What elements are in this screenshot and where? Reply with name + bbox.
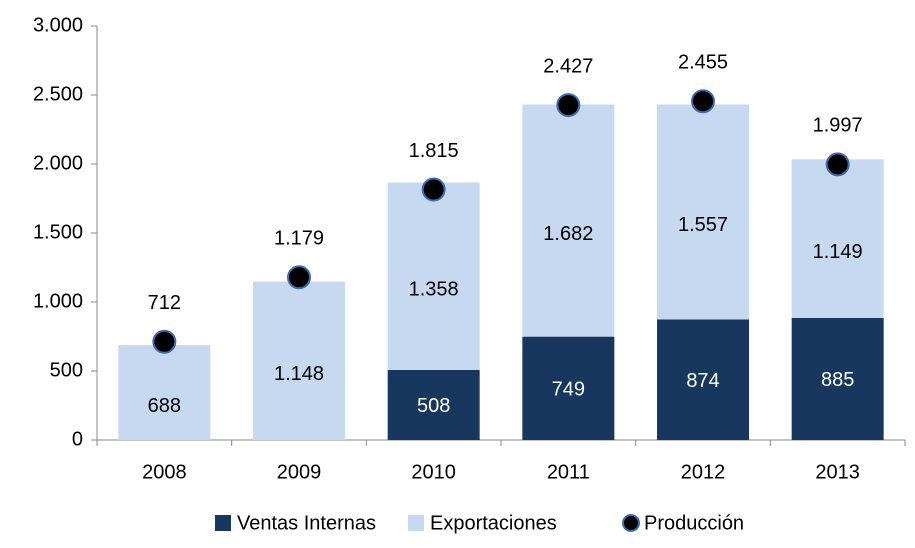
bar-segment [522, 104, 615, 337]
x-tick-label: 2010 [411, 461, 456, 483]
x-tick-label: 2011 [547, 461, 590, 483]
legend-label: Producción [644, 512, 744, 534]
legend-swatch [408, 515, 424, 531]
legend-label: Ventas Internas [237, 512, 376, 534]
bar-segment [657, 104, 749, 320]
data-label: 885 [821, 369, 854, 391]
data-label: 1.997 [813, 115, 863, 137]
dot-marker [556, 93, 581, 118]
x-tick-label: 2009 [277, 461, 322, 483]
bar-segment [791, 317, 884, 440]
data-label: 1.148 [274, 363, 324, 385]
legend-swatch [215, 515, 231, 531]
y-tick-label: 3.000 [33, 14, 83, 36]
legend-swatch [622, 514, 640, 532]
data-label: 1.682 [543, 223, 593, 245]
y-tick-label: 0 [72, 428, 83, 450]
dot-marker [152, 329, 177, 354]
y-tick-label: 2.000 [33, 152, 83, 174]
data-label: 1.358 [409, 278, 459, 300]
bar-segment [657, 319, 749, 440]
data-label: 688 [148, 395, 181, 417]
bar-segment [387, 182, 480, 370]
bar-segment [118, 345, 211, 440]
data-label: 749 [552, 379, 585, 401]
data-label: 874 [686, 370, 719, 392]
dot-marker [421, 177, 446, 202]
bar-segment [522, 336, 615, 440]
data-label: 1.815 [409, 140, 459, 162]
dot-marker [691, 89, 715, 114]
dot-marker [825, 152, 850, 177]
data-label: 2.455 [678, 51, 728, 73]
data-label: 508 [417, 395, 450, 417]
legend-label: Exportaciones [430, 512, 557, 534]
x-tick-label: 2013 [815, 461, 860, 483]
x-tick-label: 2008 [142, 461, 187, 483]
bar-segment [387, 369, 480, 440]
y-tick-label: 2.500 [33, 83, 83, 105]
y-tick-label: 500 [50, 359, 83, 381]
y-tick-label: 1.000 [33, 290, 83, 312]
y-tick-label: 1.500 [33, 221, 83, 243]
data-label: 2.427 [543, 55, 593, 77]
data-label: 712 [148, 292, 181, 314]
dot-marker [287, 265, 311, 290]
bar-segment [791, 159, 884, 318]
bar-segment [253, 281, 345, 440]
data-label: 1.557 [678, 214, 728, 236]
data-label: 1.179 [274, 228, 324, 250]
x-tick-label: 2012 [681, 461, 726, 483]
data-label: 1.149 [813, 241, 863, 263]
